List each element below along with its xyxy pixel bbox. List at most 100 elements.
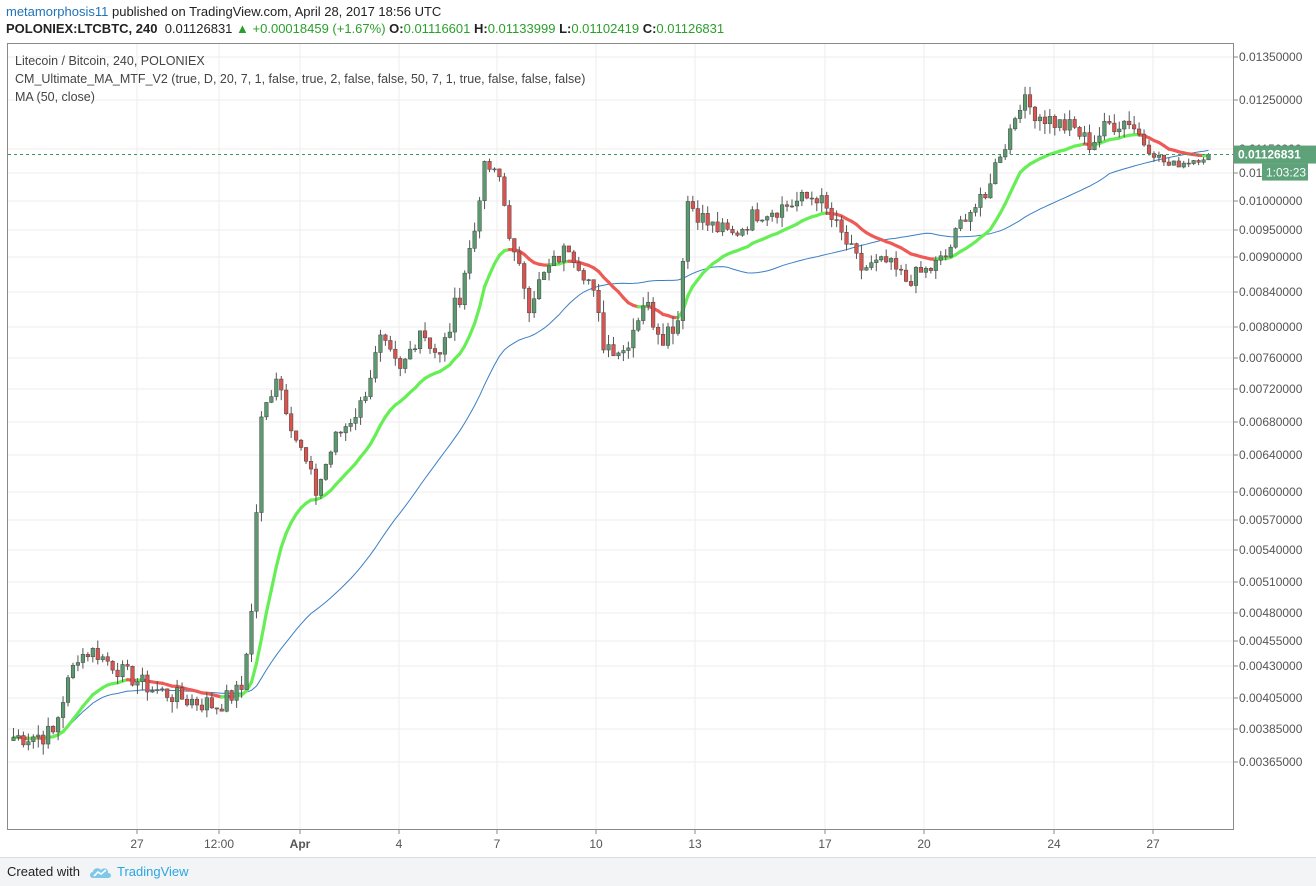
candle-body bbox=[245, 654, 249, 689]
candle-body bbox=[443, 337, 447, 354]
candle-body bbox=[22, 736, 26, 745]
candle bbox=[993, 159, 997, 185]
candle-body bbox=[220, 709, 224, 711]
candle-body bbox=[562, 246, 566, 262]
tradingview-cloud-icon[interactable] bbox=[88, 864, 112, 880]
candle-body bbox=[393, 349, 397, 358]
candle-body bbox=[86, 654, 90, 656]
candle-body bbox=[279, 379, 283, 390]
candle-body bbox=[270, 397, 274, 403]
candle-body bbox=[582, 270, 586, 280]
y-tick-label: 0.01250000 bbox=[1239, 93, 1303, 107]
legend-indicator[interactable]: CM_Ultimate_MA_MTF_V2 (true, D, 20, 7, 1… bbox=[15, 70, 585, 88]
y-tick-label: 0.00600000 bbox=[1239, 485, 1303, 499]
candle-body bbox=[503, 177, 507, 206]
candle-body bbox=[661, 334, 665, 345]
candle-body bbox=[939, 256, 943, 260]
candle-body bbox=[899, 269, 903, 270]
candle-body bbox=[651, 302, 655, 327]
x-tick-label: 10 bbox=[589, 837, 603, 851]
candle-body bbox=[141, 675, 145, 682]
candle bbox=[681, 258, 685, 329]
published-text: published on TradingView.com, April 28, … bbox=[108, 4, 441, 19]
y-tick-label: 0.00540000 bbox=[1239, 543, 1303, 557]
candle-body bbox=[1207, 155, 1211, 160]
candle-body bbox=[736, 233, 740, 235]
candle-body bbox=[448, 332, 452, 337]
candle-body bbox=[934, 260, 938, 270]
change-value: +0.00018459 (+1.67%) bbox=[253, 21, 386, 36]
candle-body bbox=[840, 220, 844, 232]
chart-header: metamorphosis11 published on TradingView… bbox=[0, 0, 1316, 42]
candle-body bbox=[180, 688, 184, 700]
candle-body bbox=[1182, 163, 1186, 167]
x-tick-label: 20 bbox=[917, 837, 931, 851]
candle-body bbox=[17, 736, 21, 738]
candle-body bbox=[1157, 155, 1161, 157]
y-tick-label: 0.00455000 bbox=[1239, 634, 1303, 648]
candle-body bbox=[889, 258, 893, 262]
tradingview-brand[interactable]: TradingView bbox=[117, 864, 189, 879]
chart-area[interactable]: 0.013500000.012500000.011500000.01050000… bbox=[7, 43, 1316, 857]
candle-body bbox=[676, 321, 680, 334]
candle-body bbox=[1162, 155, 1166, 162]
candle-body bbox=[874, 260, 878, 263]
candle-body bbox=[190, 699, 194, 705]
candle-body bbox=[1013, 119, 1017, 129]
candle-body bbox=[716, 222, 720, 232]
legend-title: Litecoin / Bitcoin, 240, POLONIEX bbox=[15, 52, 585, 70]
candle-body bbox=[1093, 142, 1097, 149]
candle-body bbox=[1132, 125, 1136, 129]
candle-body bbox=[473, 231, 477, 248]
candle-body bbox=[76, 663, 80, 666]
candle-body bbox=[151, 691, 155, 693]
candle-body bbox=[587, 280, 591, 281]
candle-body bbox=[1187, 163, 1191, 164]
candle-body bbox=[374, 353, 378, 379]
candle-body bbox=[210, 698, 214, 708]
candle-body bbox=[949, 247, 953, 257]
candle-body bbox=[974, 207, 978, 212]
chart-legend: Litecoin / Bitcoin, 240, POLONIEX CM_Ult… bbox=[15, 52, 585, 106]
author-link[interactable]: metamorphosis11 bbox=[6, 4, 108, 19]
candle bbox=[260, 411, 264, 521]
candle-body bbox=[438, 352, 442, 354]
candle-body bbox=[691, 201, 695, 208]
candle-body bbox=[860, 253, 864, 270]
candle-body bbox=[592, 280, 596, 291]
candle-body bbox=[423, 331, 427, 338]
candle-body bbox=[1137, 129, 1141, 134]
high-value: 0.01133999 bbox=[488, 21, 556, 36]
x-tick-label: 27 bbox=[1146, 837, 1160, 851]
candle-body bbox=[398, 358, 402, 368]
candle-body bbox=[1202, 160, 1206, 162]
candle-body bbox=[299, 440, 303, 447]
candle-body bbox=[577, 263, 581, 271]
y-tick-label: 0.00570000 bbox=[1239, 513, 1303, 527]
candle-body bbox=[488, 161, 492, 169]
low-value: 0.01102419 bbox=[571, 21, 639, 36]
candle-body bbox=[136, 682, 140, 685]
legend-ma[interactable]: MA (50, close) bbox=[15, 88, 585, 106]
x-tick-label: 13 bbox=[688, 837, 702, 851]
candle-body bbox=[527, 288, 531, 313]
candle-body bbox=[964, 220, 968, 222]
candle-body bbox=[185, 699, 189, 705]
candle-body bbox=[304, 448, 308, 462]
candle-body bbox=[61, 702, 65, 717]
candle-body bbox=[359, 401, 363, 418]
candle-body bbox=[369, 378, 373, 397]
candle-body bbox=[1078, 127, 1082, 136]
candle-body bbox=[810, 198, 814, 199]
candle-body bbox=[612, 345, 616, 356]
candle-body bbox=[1008, 129, 1012, 150]
candle-body bbox=[349, 423, 353, 426]
candle-body bbox=[41, 735, 45, 744]
candle-body bbox=[12, 737, 16, 740]
candle-body bbox=[542, 272, 546, 279]
candle-body bbox=[96, 648, 100, 659]
candle bbox=[334, 431, 338, 455]
candle-body bbox=[865, 268, 869, 271]
price-chart[interactable]: 0.013500000.012500000.011500000.01050000… bbox=[7, 43, 1316, 857]
